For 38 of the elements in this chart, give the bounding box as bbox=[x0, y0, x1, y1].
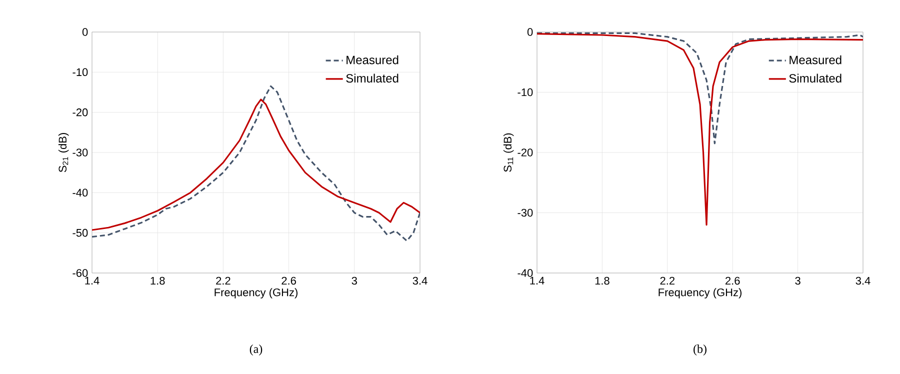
line-series bbox=[537, 32, 864, 144]
legend-label: Simulated bbox=[789, 74, 842, 83]
line-series bbox=[92, 85, 420, 242]
legend-label: Measured bbox=[346, 55, 398, 64]
y-tick-label: 0 bbox=[527, 28, 533, 36]
y-tick-label: 0 bbox=[82, 28, 88, 36]
y-tick-label: -20 bbox=[72, 108, 88, 116]
legend-label: Measured bbox=[790, 55, 842, 64]
y-tick-label: -10 bbox=[518, 88, 533, 96]
y-tick-label: -30 bbox=[518, 208, 533, 217]
x-tick-label: 2.2 bbox=[660, 276, 674, 285]
y-axis-title: S$_{11}$ (dB) bbox=[503, 133, 514, 172]
y-tick-label: -40 bbox=[72, 188, 88, 197]
x-tick-label: 1.8 bbox=[595, 276, 610, 285]
x-tick-label: 3 bbox=[795, 276, 800, 285]
x-tick-label: 3 bbox=[352, 276, 357, 285]
y-tick-label: -60 bbox=[72, 269, 88, 277]
text: (a) bbox=[250, 344, 262, 356]
x-tick-label: 3.4 bbox=[412, 276, 428, 285]
x-tick-label: 1.4 bbox=[530, 276, 544, 284]
line-series bbox=[92, 98, 420, 231]
x-tick-label: 2.6 bbox=[726, 276, 740, 285]
y-tick-label: -10 bbox=[72, 68, 88, 76]
text: (b) bbox=[694, 344, 706, 356]
y-axis-title: S$_{21}$ (dB) bbox=[58, 133, 69, 172]
x-tick-label: 2.6 bbox=[282, 276, 296, 285]
line-series bbox=[537, 33, 864, 226]
x-tick-label: 1.8 bbox=[150, 276, 165, 285]
x-tick-label: 2.2 bbox=[216, 276, 230, 285]
x-axis-title: Frequency (GHz) bbox=[214, 288, 298, 298]
legend-label: Simulated bbox=[346, 74, 398, 83]
y-tick-label: -40 bbox=[518, 269, 533, 277]
y-tick-label: -20 bbox=[518, 148, 533, 156]
x-axis-title: Frequency (GHz) bbox=[658, 288, 742, 298]
y-tick-label: -30 bbox=[72, 148, 88, 156]
x-tick-label: 1.4 bbox=[85, 276, 100, 284]
y-tick-label: -50 bbox=[72, 228, 88, 237]
x-tick-label: 3.4 bbox=[856, 276, 870, 285]
